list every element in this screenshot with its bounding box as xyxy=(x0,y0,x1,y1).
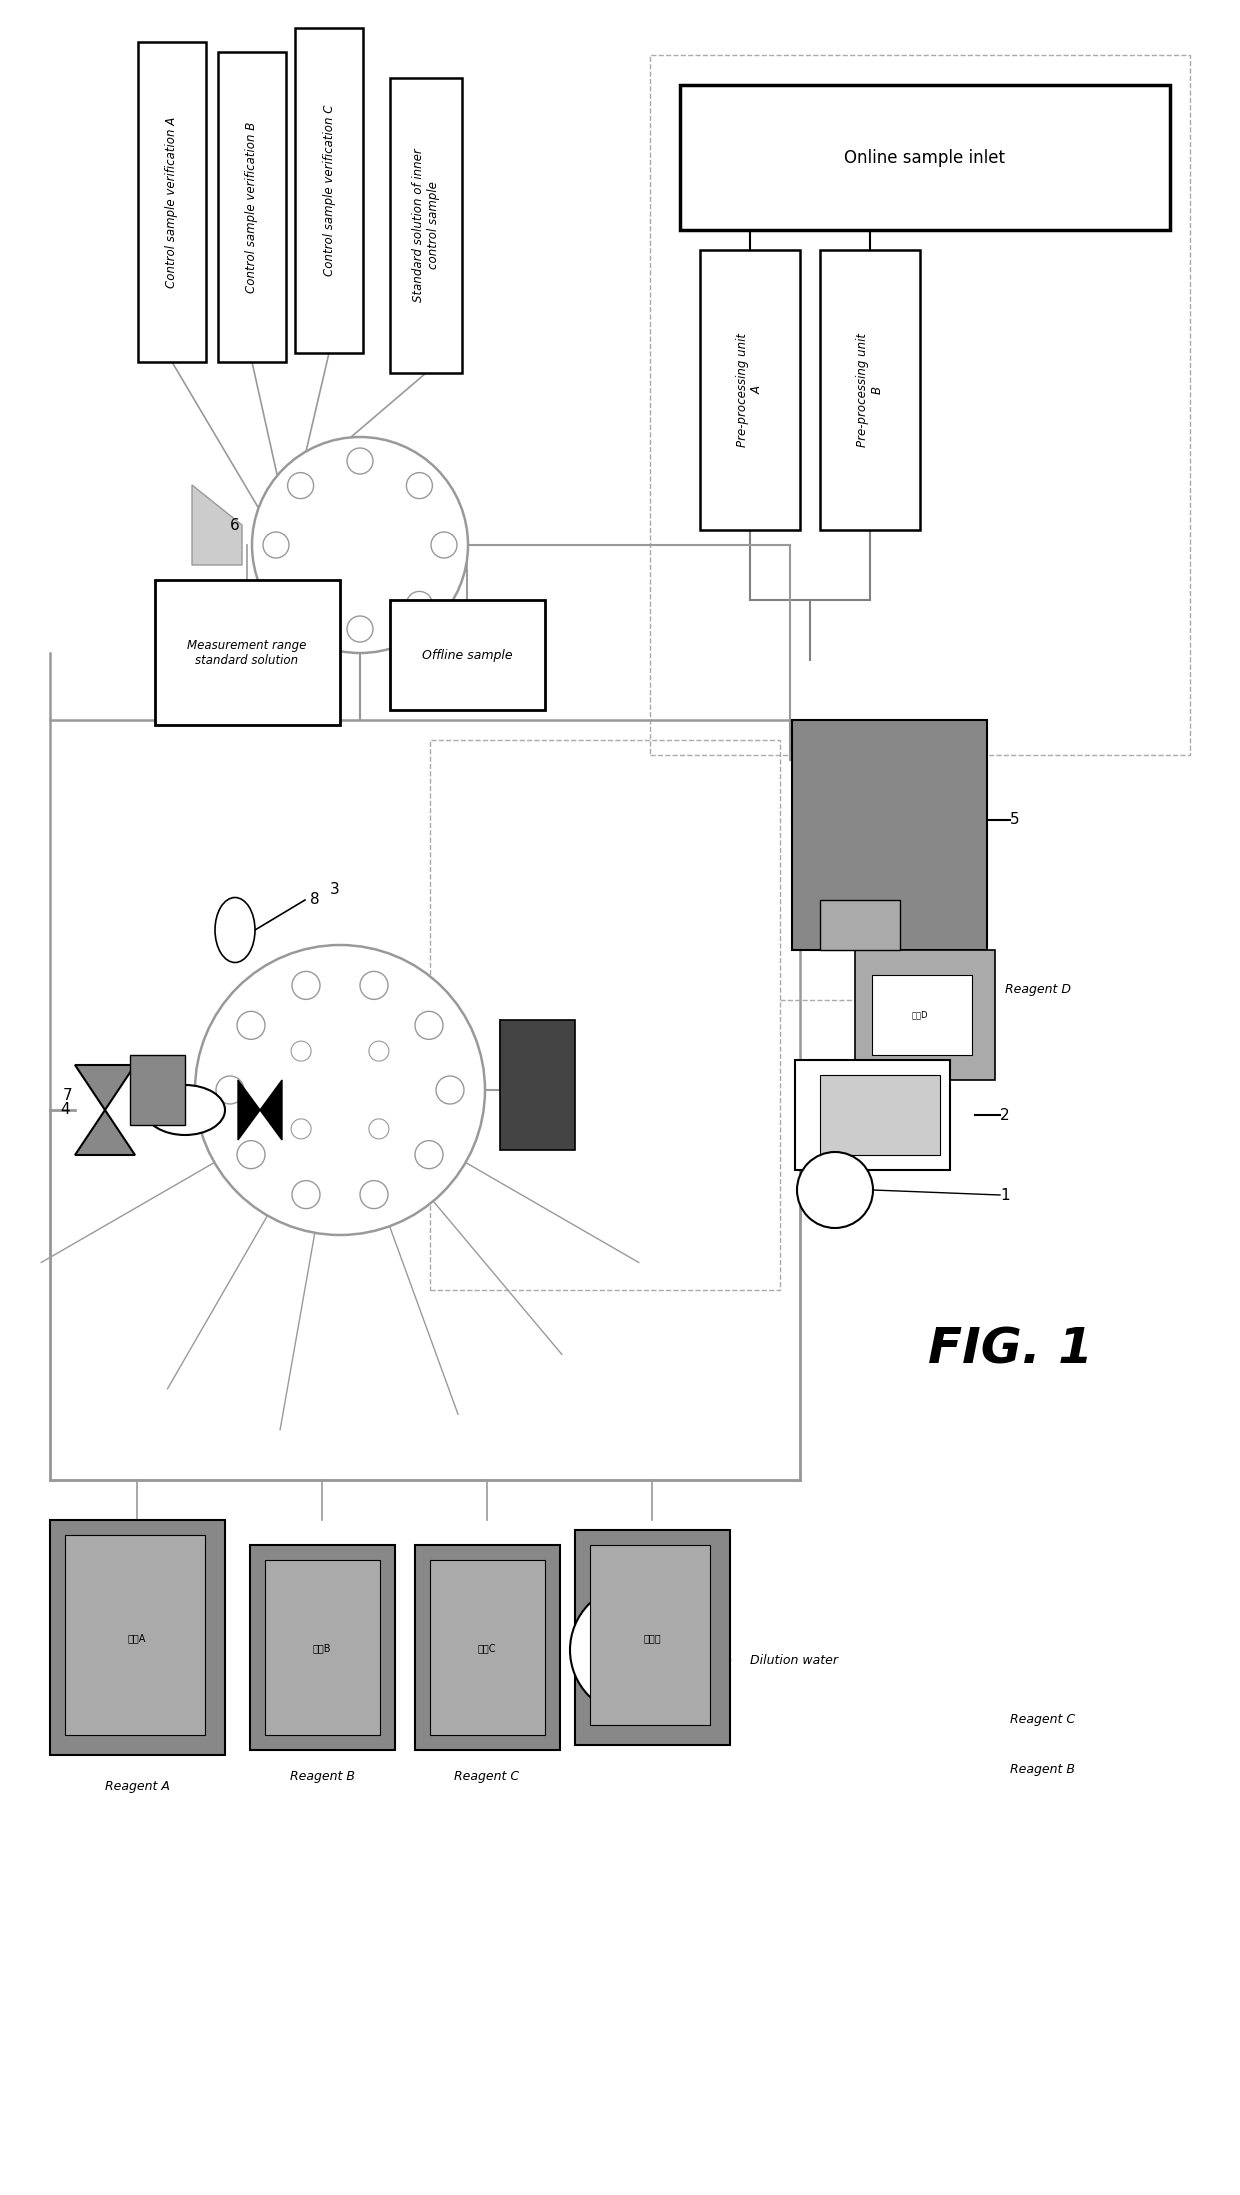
Text: 试剂B: 试剂B xyxy=(312,1644,331,1653)
Bar xyxy=(155,579,340,724)
Circle shape xyxy=(288,472,314,498)
Polygon shape xyxy=(238,1080,281,1139)
Text: 2: 2 xyxy=(999,1108,1009,1122)
Text: 稀释水: 稀释水 xyxy=(644,1633,661,1644)
Circle shape xyxy=(237,1012,265,1040)
Text: Reagent D: Reagent D xyxy=(1004,983,1071,997)
Bar xyxy=(500,1021,575,1150)
Bar xyxy=(820,1076,940,1155)
Circle shape xyxy=(291,972,320,999)
Bar xyxy=(138,42,206,362)
Text: Reagent C: Reagent C xyxy=(1011,1714,1075,1727)
Text: Reagent C: Reagent C xyxy=(454,1769,520,1782)
Bar xyxy=(391,79,463,373)
Text: 8: 8 xyxy=(310,893,320,907)
Text: Control sample verification A: Control sample verification A xyxy=(165,116,179,288)
Text: 试剂A: 试剂A xyxy=(128,1633,146,1644)
Text: Online sample inlet: Online sample inlet xyxy=(844,149,1006,167)
Polygon shape xyxy=(192,485,242,564)
Text: Reagent B: Reagent B xyxy=(1011,1763,1075,1776)
Circle shape xyxy=(415,1141,443,1168)
Bar xyxy=(590,1545,711,1725)
Bar xyxy=(130,1056,185,1126)
Bar xyxy=(415,1545,560,1749)
Text: Pre-processing unit
B: Pre-processing unit B xyxy=(856,334,884,448)
Polygon shape xyxy=(74,1111,135,1155)
Circle shape xyxy=(252,437,467,652)
Circle shape xyxy=(432,531,458,558)
Text: FIG. 1: FIG. 1 xyxy=(928,1326,1092,1374)
Ellipse shape xyxy=(145,1084,224,1135)
Circle shape xyxy=(195,946,485,1236)
Circle shape xyxy=(347,448,373,474)
Bar xyxy=(250,1545,396,1749)
Text: Reagent A: Reagent A xyxy=(104,1780,170,1793)
Bar xyxy=(680,86,1171,230)
Bar xyxy=(391,599,546,709)
Circle shape xyxy=(797,1152,873,1227)
Bar xyxy=(50,1519,224,1756)
Circle shape xyxy=(570,1585,701,1714)
Circle shape xyxy=(415,1012,443,1040)
Circle shape xyxy=(237,1141,265,1168)
Text: Standard solution of inner
control sample: Standard solution of inner control sampl… xyxy=(412,149,440,303)
Text: Pre-processing unit
A: Pre-processing unit A xyxy=(737,334,764,448)
Bar xyxy=(650,55,1190,755)
Text: Dilution water: Dilution water xyxy=(750,1653,838,1666)
Circle shape xyxy=(368,1040,389,1060)
Circle shape xyxy=(368,1119,389,1139)
Bar xyxy=(430,740,780,1291)
Bar xyxy=(701,250,800,529)
Text: 试剂C: 试剂C xyxy=(477,1644,496,1653)
Text: 5: 5 xyxy=(1011,812,1019,828)
Bar xyxy=(856,950,994,1080)
Bar xyxy=(430,1561,546,1734)
Circle shape xyxy=(436,1076,464,1104)
Circle shape xyxy=(360,972,388,999)
Text: Measurement range
standard solution: Measurement range standard solution xyxy=(187,639,306,667)
Ellipse shape xyxy=(215,898,255,961)
Text: Offline sample: Offline sample xyxy=(422,648,512,661)
Text: 试剂D: 试剂D xyxy=(911,1010,929,1018)
Bar xyxy=(792,720,987,950)
Circle shape xyxy=(291,1181,320,1209)
Bar xyxy=(50,720,800,1479)
Circle shape xyxy=(288,590,314,617)
Bar xyxy=(218,53,286,362)
Bar xyxy=(265,1561,379,1734)
Circle shape xyxy=(407,590,433,617)
Bar xyxy=(295,29,363,353)
Text: 4: 4 xyxy=(61,1102,69,1117)
Text: Control sample verification B: Control sample verification B xyxy=(246,121,258,292)
Circle shape xyxy=(291,1119,311,1139)
Bar xyxy=(820,250,920,529)
Circle shape xyxy=(291,1040,311,1060)
Circle shape xyxy=(263,531,289,558)
Circle shape xyxy=(407,472,433,498)
Bar xyxy=(872,975,972,1056)
Text: 6: 6 xyxy=(231,518,239,533)
Polygon shape xyxy=(74,1065,135,1111)
Text: 7: 7 xyxy=(63,1087,73,1102)
Circle shape xyxy=(347,617,373,641)
Text: Control sample verification C: Control sample verification C xyxy=(322,105,336,277)
Bar xyxy=(575,1530,730,1745)
Circle shape xyxy=(216,1076,244,1104)
Bar xyxy=(820,900,900,950)
Bar xyxy=(795,1060,950,1170)
Circle shape xyxy=(360,1181,388,1209)
Text: 1: 1 xyxy=(999,1187,1009,1203)
Text: 3: 3 xyxy=(330,882,340,898)
Bar xyxy=(64,1534,205,1734)
Text: Reagent B: Reagent B xyxy=(289,1769,355,1782)
